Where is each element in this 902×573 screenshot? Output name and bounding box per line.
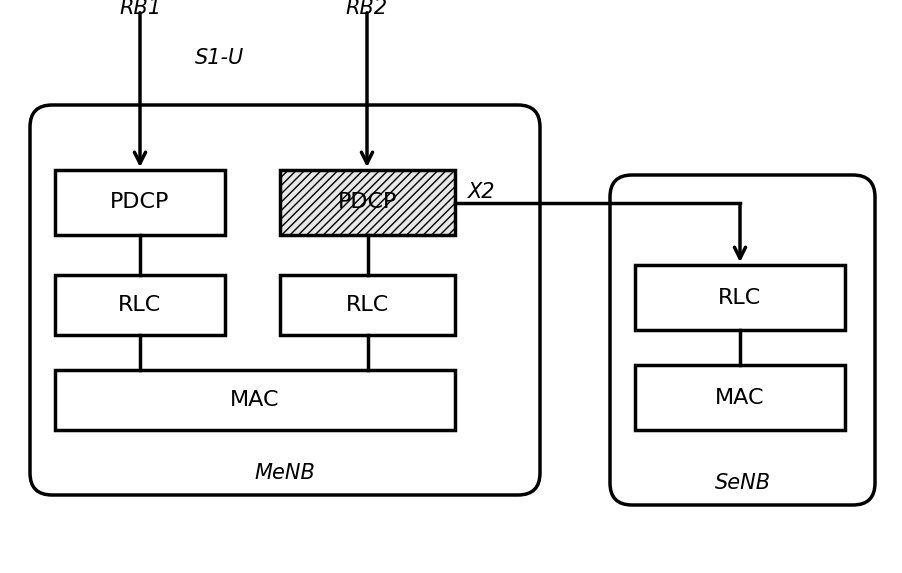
Bar — [280, 275, 455, 335]
Text: PDCP: PDCP — [110, 193, 170, 213]
Text: MeNB: MeNB — [254, 463, 315, 483]
Bar — [55, 170, 225, 235]
Bar — [280, 170, 455, 235]
Bar — [634, 265, 844, 330]
FancyBboxPatch shape — [610, 175, 874, 505]
Bar — [634, 365, 844, 430]
Bar — [55, 275, 225, 335]
Text: MAC: MAC — [714, 387, 764, 407]
Text: PDCP: PDCP — [337, 193, 397, 213]
Text: RLC: RLC — [718, 288, 760, 308]
Text: RLC: RLC — [345, 295, 389, 315]
Text: RLC: RLC — [118, 295, 161, 315]
Bar — [55, 370, 455, 430]
Text: RB1: RB1 — [119, 0, 161, 18]
Text: SeNB: SeNB — [713, 473, 769, 493]
Text: X2: X2 — [467, 182, 495, 202]
Text: RB2: RB2 — [345, 0, 388, 18]
Text: MAC: MAC — [230, 390, 280, 410]
Text: S1-U: S1-U — [195, 48, 244, 68]
FancyBboxPatch shape — [30, 105, 539, 495]
